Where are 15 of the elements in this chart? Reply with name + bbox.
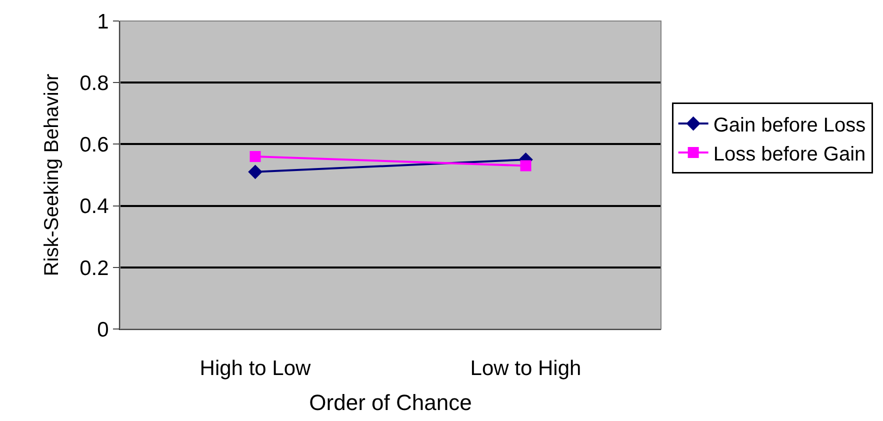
- y-tick-label: 0.6: [80, 134, 109, 157]
- y-tick-label: 0.8: [80, 72, 109, 95]
- x-tick-label: High to Low: [200, 357, 312, 380]
- legend-label: Gain before Loss: [713, 114, 866, 136]
- x-tick-label: Low to High: [470, 357, 582, 380]
- x-axis-title: Order of Chance: [309, 390, 472, 416]
- point: [248, 164, 262, 180]
- legend-label: Loss before Gain: [713, 143, 866, 166]
- y-tick-label: 0.4: [80, 195, 110, 218]
- y-axis-title: Risk-Seeking Behavior: [41, 74, 64, 276]
- y-tick-label: 0: [97, 318, 109, 342]
- point: [520, 160, 532, 172]
- point: [250, 151, 261, 162]
- y-tick-label: 1: [97, 10, 109, 34]
- y-tick-label: 0.2: [80, 256, 109, 280]
